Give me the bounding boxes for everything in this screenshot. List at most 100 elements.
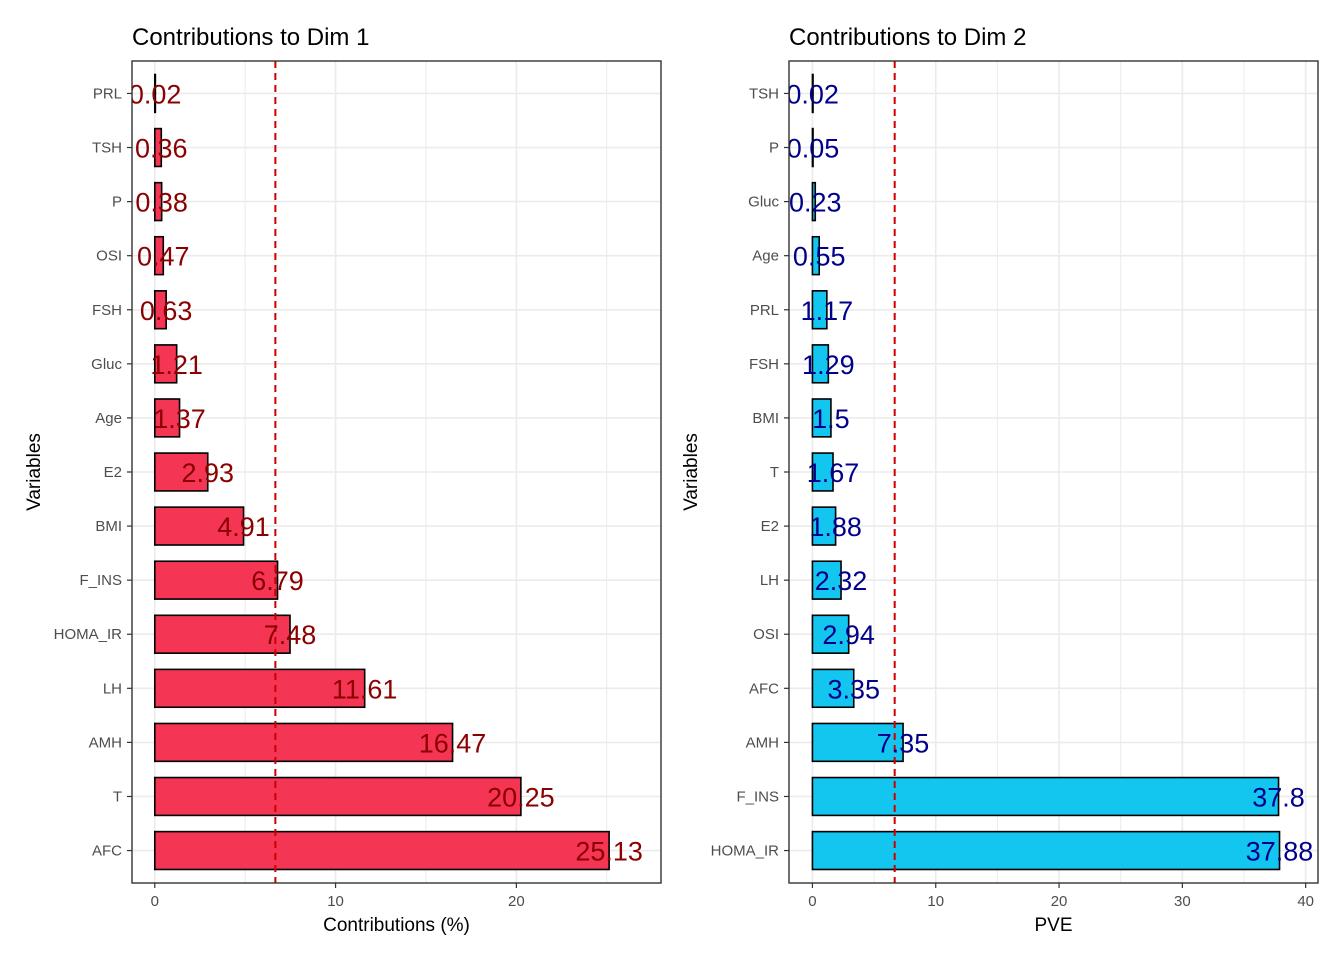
x-tick-label: 0 <box>808 893 816 910</box>
data-label: 0.55 <box>793 242 846 272</box>
bar-PRL <box>153 73 157 114</box>
chart-panel-2: 0.02 0.05 0.23 0.55 1.17 1.29 1.5 1.67 1.88 2.32 2… <box>681 24 1319 936</box>
y-tick-label: T <box>770 464 779 481</box>
data-label: 2.32 <box>815 566 868 596</box>
x-tick-label: 10 <box>327 893 344 910</box>
y-tick-label: F_INS <box>736 788 779 805</box>
data-label: 0.47 <box>137 242 190 272</box>
data-label: 1.37 <box>153 404 206 434</box>
chart-title: Contributions to Dim 2 <box>789 24 1026 51</box>
x-tick-label: 0 <box>151 893 159 910</box>
x-tick-label: 30 <box>1174 893 1191 910</box>
bar-AMH <box>811 722 904 763</box>
y-tick-label: FSH <box>749 356 779 373</box>
bar-TSH <box>153 127 163 168</box>
bar-BMI <box>153 506 245 546</box>
y-tick-label: LH <box>760 572 779 589</box>
chart-title: Contributions to Dim 1 <box>132 24 369 51</box>
bar-F_INS <box>153 560 279 600</box>
y-tick-label: AMH <box>89 734 122 751</box>
bar-F_INS <box>811 776 1280 817</box>
bar-FSH <box>153 290 167 330</box>
data-label: 0.02 <box>786 79 839 109</box>
data-label: 1.29 <box>802 350 855 380</box>
data-label: 1.17 <box>801 296 854 326</box>
x-axis-title: PVE <box>1034 915 1072 936</box>
y-tick-label: TSH <box>92 140 122 157</box>
bar-OSI <box>811 614 850 654</box>
x-tick-label: 10 <box>927 893 944 910</box>
y-tick-label: T <box>113 788 122 805</box>
y-tick-label: HOMA_IR <box>711 843 780 860</box>
y-tick-label: Age <box>95 410 122 427</box>
bar-Gluc <box>153 344 178 384</box>
data-label: 11.61 <box>332 674 398 704</box>
y-tick-label: PRL <box>93 85 122 102</box>
data-label: 0.05 <box>787 134 840 164</box>
y-tick-label: E2 <box>104 464 122 481</box>
bar-Age <box>153 398 181 438</box>
y-tick-label: P <box>769 140 779 157</box>
x-tick-label: 40 <box>1297 893 1314 910</box>
data-label: 7.48 <box>264 620 317 650</box>
data-label: 1.67 <box>807 458 860 488</box>
bar-Age <box>811 235 821 276</box>
data-label: 37.88 <box>1246 837 1314 867</box>
data-label: 0.63 <box>140 296 193 326</box>
data-label: 1.21 <box>150 350 203 380</box>
y-tick-label: F_INS <box>79 572 122 589</box>
x-tick-label: 20 <box>1051 893 1068 910</box>
bar-E2 <box>153 452 209 492</box>
data-label: 1.88 <box>809 512 862 542</box>
bar-P <box>811 127 814 168</box>
data-label: 2.94 <box>822 620 875 650</box>
data-label: 16.47 <box>419 728 487 758</box>
bar-HOMA_IR <box>811 830 1281 871</box>
y-tick-label: PRL <box>750 302 779 319</box>
data-label: 7.35 <box>877 728 930 758</box>
data-label: 1.5 <box>812 404 850 434</box>
data-label: 25.13 <box>575 837 643 867</box>
data-label: 20.25 <box>487 782 555 812</box>
y-tick-label: BMI <box>95 518 122 535</box>
y-axis-title: Variables <box>24 433 45 511</box>
bar-BMI <box>811 398 832 438</box>
y-axis-title: Variables <box>681 433 702 511</box>
data-label: 4.91 <box>217 512 270 542</box>
bar-FSH <box>811 344 830 384</box>
y-tick-label: OSI <box>753 626 779 643</box>
bar-TSH <box>811 73 814 114</box>
y-tick-label: AFC <box>749 680 779 697</box>
y-tick-label: AMH <box>746 734 779 751</box>
y-tick-label: LH <box>103 680 122 697</box>
bar-AFC <box>811 668 855 709</box>
y-tick-label: Gluc <box>91 356 122 373</box>
bar-LH <box>811 560 842 600</box>
x-tick-label: 20 <box>508 893 525 910</box>
y-tick-label: OSI <box>96 248 122 265</box>
bar-PRL <box>811 290 828 330</box>
y-tick-label: Age <box>752 248 779 265</box>
bar-E2 <box>811 506 837 546</box>
y-tick-label: Gluc <box>748 194 779 211</box>
data-label: 0.36 <box>135 134 188 164</box>
y-tick-label: BMI <box>752 410 779 427</box>
data-label: 6.79 <box>251 566 304 596</box>
bar-T <box>811 452 834 492</box>
data-label: 0.02 <box>129 79 182 109</box>
y-tick-label: P <box>112 194 122 211</box>
x-axis-title: Contributions (%) <box>323 915 470 936</box>
bar-LH <box>153 668 366 709</box>
bar-OSI <box>153 235 165 276</box>
bar-AFC <box>153 830 610 871</box>
bar-HOMA_IR <box>153 614 291 654</box>
bar-Gluc <box>811 181 817 222</box>
bar-AMH <box>153 722 454 763</box>
chart-panel-1: 0.02 0.36 0.38 0.47 0.63 1.21 1.37 2.93 4.91 6.79… <box>24 24 662 936</box>
data-label: 2.93 <box>181 458 234 488</box>
plot-area: 0.02 0.05 0.23 0.55 1.17 1.29 1.5 1.67 1.88 2.32 2… <box>786 61 1314 883</box>
y-tick-label: FSH <box>92 302 122 319</box>
data-label: 37.8 <box>1252 782 1305 812</box>
y-tick-label: E2 <box>761 518 779 535</box>
